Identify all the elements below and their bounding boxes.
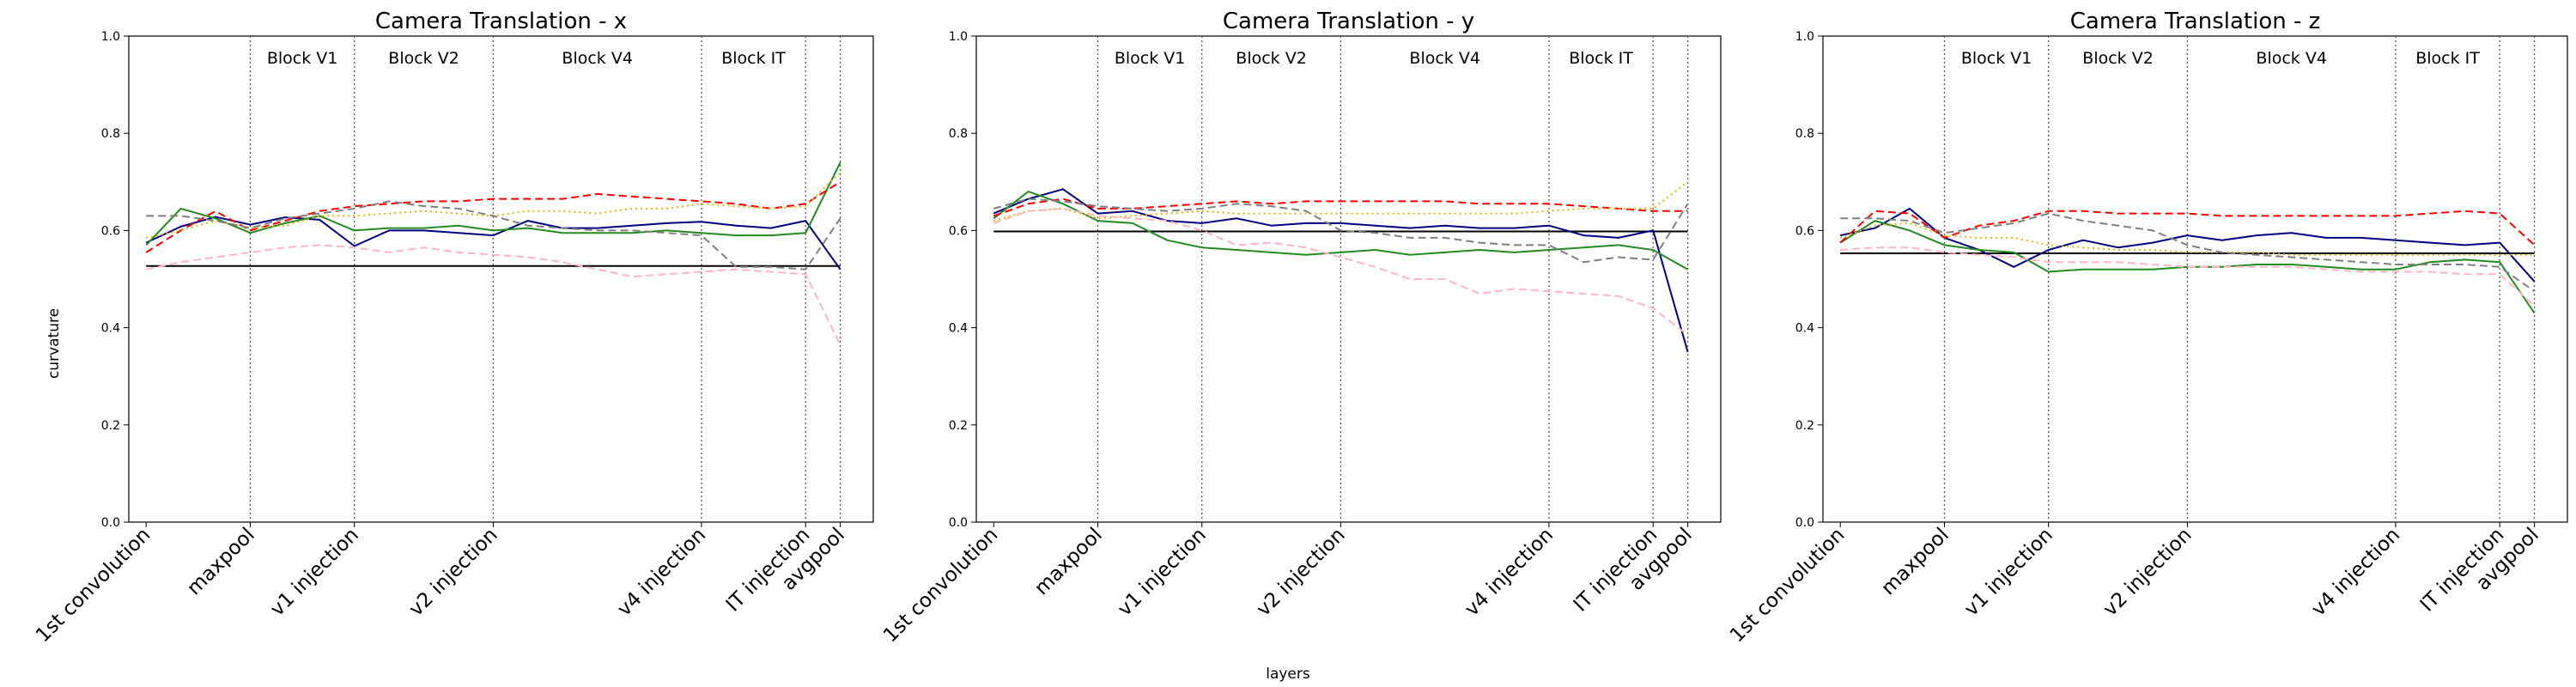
block-label: Block V4 — [1409, 49, 1480, 68]
series-line — [993, 191, 1689, 271]
chart-title: Camera Translation - z — [2070, 9, 2321, 34]
plot-frame — [128, 35, 874, 523]
series-line — [1840, 212, 2536, 293]
block-label: Block V2 — [1236, 49, 1307, 68]
block-label: Block V2 — [388, 49, 459, 68]
series-line — [993, 188, 1689, 353]
series-line — [1839, 220, 2536, 314]
block-label: Block V1 — [1961, 49, 2032, 68]
y-tick-label: 0.6 — [1795, 224, 1814, 238]
series-line — [145, 161, 841, 246]
y-tick-label: 0.6 — [101, 224, 120, 238]
block-label: Block V4 — [562, 49, 633, 68]
plot-frame — [975, 35, 1722, 523]
y-tick-label: 0.0 — [949, 516, 968, 530]
block-label: Block V2 — [2082, 49, 2154, 68]
series-line — [993, 198, 1689, 264]
y-tick-label: 0.4 — [101, 322, 120, 336]
block-label: Block IT — [2415, 49, 2480, 68]
figure-xlabel: layers — [1266, 666, 1310, 683]
block-label: Block IT — [1569, 49, 1633, 68]
y-tick-label: 0.2 — [949, 419, 968, 433]
series-line — [993, 198, 1688, 217]
y-tick-label: 0.2 — [1795, 419, 1814, 433]
y-tick-label: 0.0 — [101, 516, 120, 530]
series-line — [1839, 207, 2536, 283]
y-tick-label: 0.8 — [949, 127, 968, 141]
plot-frame — [1822, 35, 2568, 523]
y-tick-label: 1.0 — [1795, 30, 1814, 44]
y-tick-label: 0.4 — [949, 322, 968, 336]
series-line — [145, 244, 841, 345]
series-line — [993, 181, 1689, 222]
y-tick-label: 1.0 — [101, 30, 120, 44]
series-line — [1839, 210, 2536, 246]
y-tick-label: 0.0 — [1795, 516, 1814, 530]
series-line — [1840, 246, 2536, 307]
block-label: Block IT — [721, 49, 786, 68]
y-tick-label: 0.2 — [101, 419, 120, 433]
series-line — [993, 207, 1689, 336]
y-tick-label: 0.6 — [949, 224, 968, 238]
y-tick-label: 0.8 — [101, 127, 120, 141]
figure-ylabel: curvature — [46, 308, 63, 379]
y-tick-label: 1.0 — [949, 30, 968, 44]
y-tick-label: 0.8 — [1795, 127, 1814, 141]
series-line — [1839, 222, 2535, 256]
block-label: Block V4 — [2256, 49, 2327, 68]
series-line — [145, 216, 841, 271]
chart-title: Camera Translation - y — [1223, 9, 1474, 34]
y-tick-label: 0.4 — [1795, 322, 1814, 336]
chart-title: Camera Translation - x — [375, 9, 627, 34]
block-label: Block V1 — [1115, 49, 1186, 68]
series-line — [146, 200, 841, 271]
block-label: Block V1 — [267, 49, 338, 68]
